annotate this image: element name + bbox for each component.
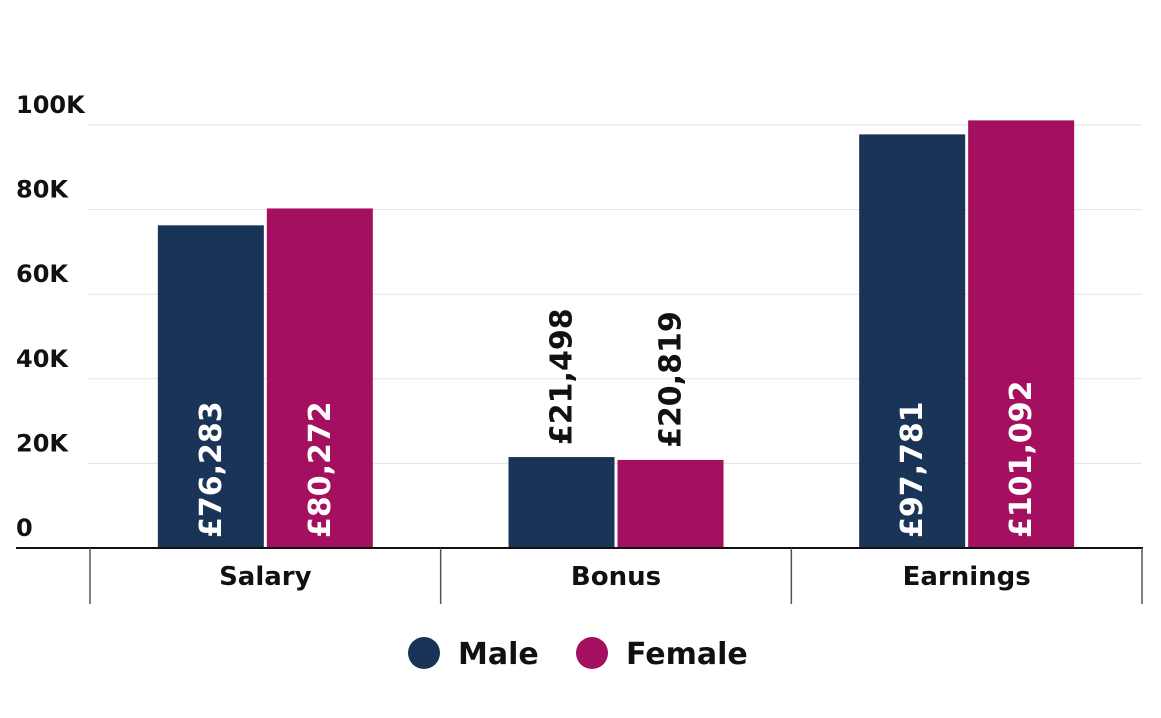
y-tick-label: 60K bbox=[16, 260, 69, 288]
legend-label: Male bbox=[458, 637, 539, 672]
legend: Male Female bbox=[408, 637, 748, 672]
data-label: £80,272 bbox=[303, 401, 338, 538]
y-tick-label: 80K bbox=[16, 176, 69, 204]
legend-marker bbox=[408, 637, 440, 669]
legend-label: Female bbox=[626, 637, 748, 672]
data-label: £101,092 bbox=[1004, 380, 1039, 538]
data-label: £21,498 bbox=[545, 308, 580, 445]
bars bbox=[157, 120, 1075, 549]
data-label: £97,781 bbox=[895, 401, 930, 538]
x-tick-label: Salary bbox=[219, 562, 312, 592]
x-axis: Salary Bonus Earnings bbox=[16, 547, 1143, 604]
bar bbox=[266, 208, 373, 548]
data-label: £76,283 bbox=[194, 401, 229, 538]
y-tick-label: 100K bbox=[16, 91, 86, 119]
bar bbox=[968, 120, 1075, 549]
x-tick-label: Earnings bbox=[903, 562, 1031, 592]
y-tick-label: 0 bbox=[16, 514, 33, 542]
bar bbox=[508, 457, 615, 548]
data-labels: £76,283 £80,272 £21,498 £20,819 £97,781 £101,… bbox=[194, 308, 1039, 538]
bar bbox=[617, 459, 724, 548]
legend-marker bbox=[576, 637, 608, 669]
bar bbox=[859, 134, 966, 549]
data-label: £20,819 bbox=[654, 311, 689, 448]
x-tick-label: Bonus bbox=[571, 562, 661, 592]
y-tick-label: 20K bbox=[16, 429, 69, 457]
bar bbox=[157, 225, 264, 548]
y-axis-ticks: 0 20K 40K 60K 80K 100K bbox=[16, 91, 86, 542]
y-tick-label: 40K bbox=[16, 345, 69, 373]
